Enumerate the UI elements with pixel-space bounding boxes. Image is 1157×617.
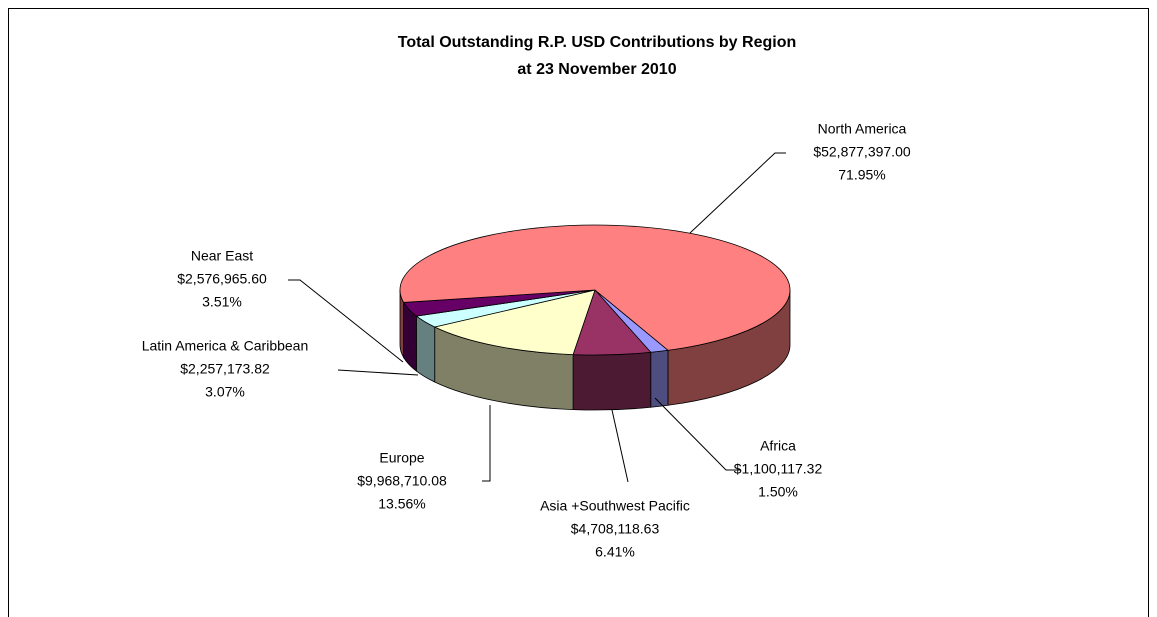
slice bbox=[433, 289, 596, 355]
leader-line bbox=[611, 409, 629, 483]
slice bbox=[399, 224, 791, 351]
slice-percent-label: 1.50% bbox=[758, 484, 798, 500]
slice-label: North America bbox=[818, 121, 907, 137]
slice-value-label: $1,100,117.32 bbox=[734, 461, 823, 477]
slice-value-label: $9,968,710.08 bbox=[357, 473, 447, 489]
chart-title: Total Outstanding R.P. USD Contributions… bbox=[398, 34, 797, 51]
leader-line bbox=[654, 397, 740, 471]
leader-line bbox=[689, 152, 786, 234]
slice-value-label: $4,708,118.63 bbox=[571, 521, 660, 537]
slice-percent-label: 3.07% bbox=[205, 384, 245, 400]
slice-side bbox=[572, 351, 652, 411]
slice-value-label: $52,877,397.00 bbox=[813, 144, 911, 160]
chart-subtitle: at 23 November 2010 bbox=[517, 61, 676, 78]
slice-label: Europe bbox=[379, 450, 424, 466]
slice-percent-label: 6.41% bbox=[595, 544, 635, 560]
slice-percent-label: 3.51% bbox=[202, 294, 242, 310]
slice-percent-label: 71.95% bbox=[838, 167, 885, 183]
leader-line bbox=[288, 279, 404, 363]
slice-value-label: $2,576,965.60 bbox=[177, 271, 267, 287]
slice-label: Near East bbox=[191, 248, 253, 264]
slice-label: Africa bbox=[760, 438, 796, 454]
chart-frame bbox=[8, 8, 1149, 617]
slice-value-label: $2,257,173.82 bbox=[180, 361, 270, 377]
slice-side bbox=[650, 349, 669, 408]
leader-line bbox=[482, 405, 491, 482]
slice-label: Asia +Southwest Pacific bbox=[540, 498, 690, 514]
slice-label: Latin America & Caribbean bbox=[142, 338, 309, 354]
leader-line bbox=[337, 369, 419, 376]
slice-percent-label: 13.56% bbox=[378, 496, 425, 512]
